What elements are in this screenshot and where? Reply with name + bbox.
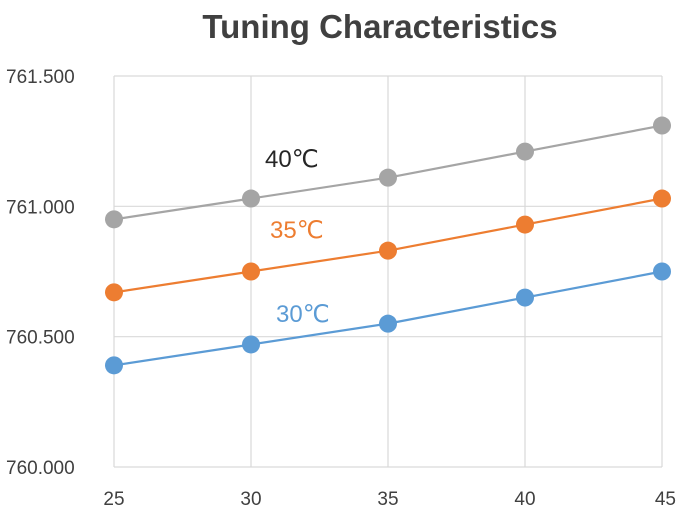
series-labels: 40℃ 35℃ 30℃ (265, 146, 330, 328)
data-point (379, 314, 397, 333)
data-point (653, 189, 671, 208)
series-2 (105, 262, 671, 375)
y-tick-label: 760.500 (6, 328, 75, 349)
data-point (105, 283, 123, 302)
data-point (242, 335, 260, 354)
data-point (379, 168, 397, 187)
x-tick-label: 40 (514, 489, 535, 510)
data-point (379, 241, 397, 260)
y-tick-label: 761.500 (6, 67, 75, 88)
x-tick-label: 35 (377, 489, 398, 510)
series-label: 30℃ (276, 301, 330, 328)
y-tick-label: 761.000 (6, 197, 75, 218)
x-tick-label: 25 (103, 489, 124, 510)
series-1 (105, 189, 671, 302)
data-point (653, 262, 671, 281)
data-point (242, 189, 260, 208)
data-point (516, 215, 534, 234)
y-tick-label: 760.000 (6, 458, 75, 479)
x-tick-label: 45 (655, 489, 676, 510)
data-point (653, 116, 671, 135)
y-axis-ticks: 760.000 760.500 761.000 761.500 (6, 67, 75, 479)
x-axis-ticks: 25 30 35 40 45 (103, 489, 676, 510)
data-point (105, 210, 123, 229)
data-point (516, 288, 534, 307)
data-point (105, 356, 123, 375)
series-label: 40℃ (265, 146, 319, 173)
series-0 (105, 116, 671, 229)
gridlines (113, 75, 663, 468)
x-tick-label: 30 (240, 489, 261, 510)
data-point (242, 262, 260, 281)
series-label: 35℃ (270, 217, 324, 244)
series-group (105, 116, 671, 375)
chart-title: Tuning Characteristics (202, 8, 557, 45)
data-point (516, 142, 534, 161)
